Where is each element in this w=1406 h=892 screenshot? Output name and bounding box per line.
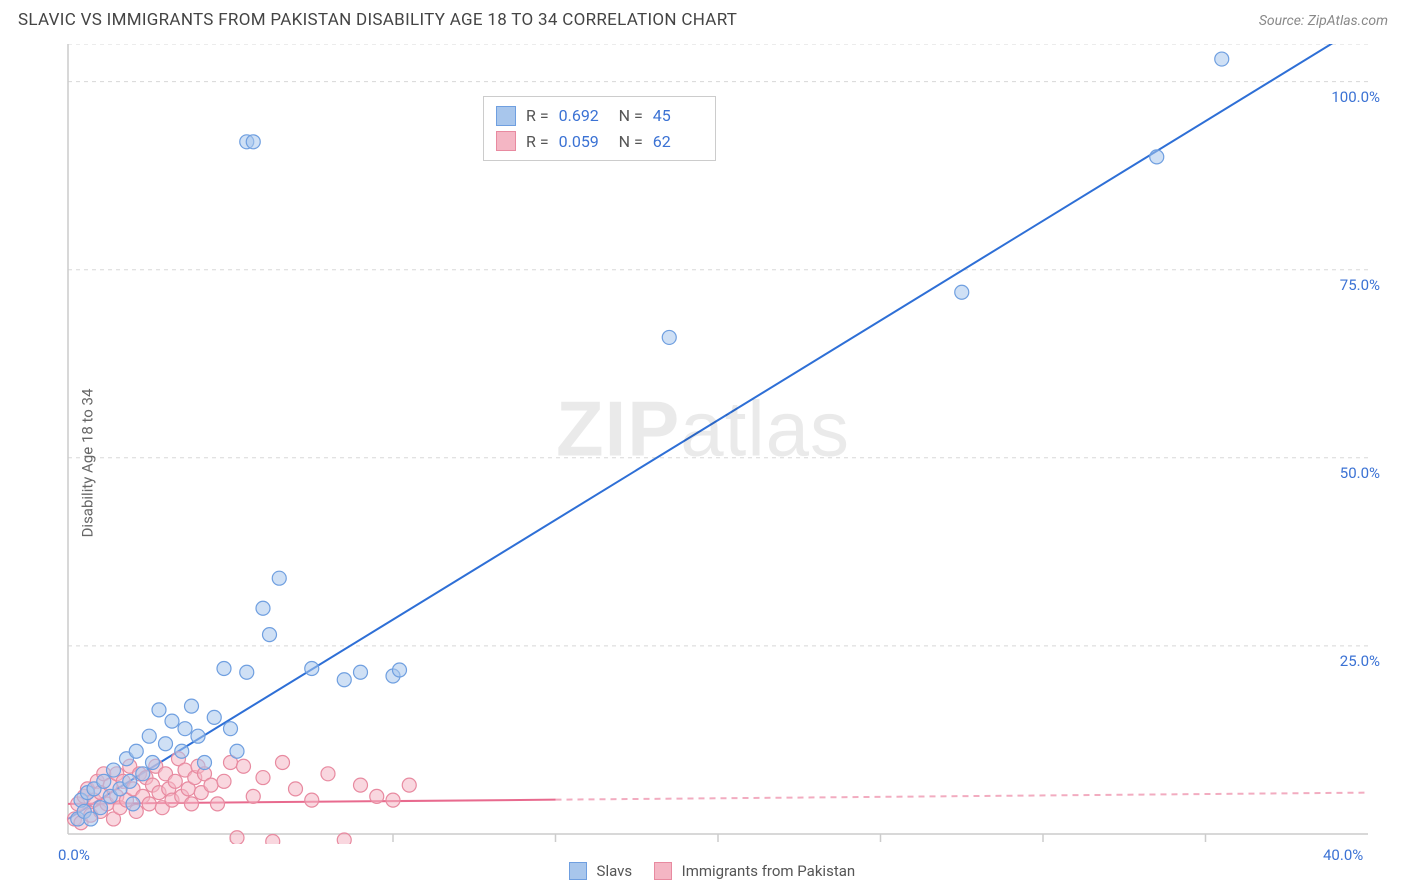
- chart-title: SLAVIC VS IMMIGRANTS FROM PAKISTAN DISAB…: [18, 10, 737, 30]
- legend-swatch-slavs-icon: [569, 862, 587, 880]
- y-tick-label: 75.0%: [1340, 276, 1380, 294]
- chart-container: Disability Age 18 to 34 ZIPatlas R =0.69…: [18, 44, 1388, 882]
- y-tick-label: 25.0%: [1340, 652, 1380, 670]
- legend-label-pakistan: Immigrants from Pakistan: [682, 862, 856, 880]
- stats-row-slavs: R =0.692 N =45: [496, 103, 703, 129]
- swatch-pakistan-icon: [496, 131, 516, 151]
- y-tick-label: 50.0%: [1340, 464, 1380, 482]
- legend-label-slavs: Slavs: [597, 862, 633, 880]
- bottom-legend: Slavs Immigrants from Pakistan: [18, 862, 1388, 880]
- scatter-chart: [18, 44, 1388, 882]
- x-tick-label: 40.0%: [1323, 846, 1363, 864]
- stats-row-pakistan: R =0.059 N =62: [496, 129, 703, 155]
- swatch-slavs-icon: [496, 106, 516, 126]
- source-attribution: Source: ZipAtlas.com: [1259, 13, 1388, 29]
- correlation-stats-box: R =0.692 N =45 R =0.059 N =62: [483, 96, 716, 161]
- y-tick-label: 100.0%: [1331, 88, 1380, 106]
- x-tick-label: 0.0%: [58, 846, 90, 864]
- legend-swatch-pakistan-icon: [654, 862, 672, 880]
- y-axis-label: Disability Age 18 to 34: [78, 389, 96, 538]
